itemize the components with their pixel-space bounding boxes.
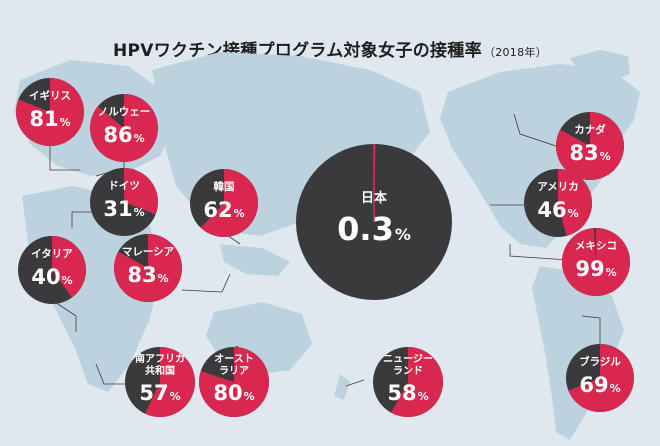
- pie-uk-value-label: 81%: [29, 107, 70, 131]
- pie-canada-value-label: 83%: [569, 141, 610, 165]
- continent-southeast-asia: [220, 244, 290, 276]
- pie-new-zealand-value-label: 58%: [387, 381, 428, 405]
- leader-line-mexico: [509, 244, 569, 261]
- leader-line-malaysia: [181, 273, 231, 293]
- continent-greenland: [570, 50, 630, 82]
- continent-north-america: [440, 64, 640, 248]
- pie-australia-vaccinated-slice: [198, 347, 269, 417]
- leader-line-germany: [71, 211, 96, 228]
- pie-usa-value-label: 46%: [537, 198, 578, 222]
- pie-south-africa-vaccinated-slice: [145, 347, 195, 417]
- pie-australia-value-label: 80%: [213, 381, 254, 405]
- pie-canada: カナダ 83%: [556, 111, 625, 180]
- pie-usa-name-label: アメリカ: [537, 181, 578, 193]
- pie-south-korea: 韓国 62%: [190, 169, 259, 237]
- leader-line-canada: [513, 113, 557, 147]
- pie-brazil-vaccinated-slice: [568, 344, 635, 412]
- pie-mexico-vaccinated-slice: [562, 227, 631, 296]
- pie-south-korea-vaccinated-slice: [200, 169, 259, 237]
- pie-canada-vaccinated-slice: [556, 111, 625, 180]
- pie-south-korea-name-label: 韓国: [214, 180, 235, 193]
- pie-brazil-value-label: 69%: [579, 373, 620, 397]
- pie-norway-value-label: 86%: [103, 123, 144, 147]
- pie-new-zealand-vaccinated-slice: [391, 347, 444, 417]
- pie-malaysia-vaccinated-slice: [114, 234, 183, 302]
- pie-brazil: ブラジル 69%: [566, 344, 635, 412]
- pie-mexico: メキシコ 99%: [562, 227, 631, 296]
- pie-japan-name-label: 日本: [361, 190, 387, 206]
- pie-norway-name-label: ノルウェー: [98, 106, 151, 118]
- pie-south-africa-name-label: 共和国: [145, 364, 175, 377]
- chart-subtitle: （2018年）: [483, 46, 548, 59]
- pie-germany-name-label: ドイツ: [108, 180, 140, 192]
- pie-germany-vaccinated-slice: [124, 168, 158, 215]
- pie-mexico-name-label: メキシコ: [575, 240, 617, 252]
- pie-norway-vaccinated-slice: [89, 94, 158, 163]
- pie-japan: 日本 0.3%: [296, 143, 452, 300]
- pie-south-africa-name-label: 南アフリカ: [135, 352, 185, 365]
- pie-japan-value-label: 0.3%: [337, 210, 411, 248]
- pie-germany-value-label: 31%: [103, 197, 144, 221]
- leader-line-new-zealand: [345, 379, 365, 387]
- pie-uk-vaccinated-slice: [16, 78, 85, 147]
- country-new-zealand-shape: [334, 374, 350, 400]
- pie-italy: イタリア 40%: [18, 236, 87, 304]
- pie-australia-name-label: オースト: [214, 353, 254, 365]
- pie-usa-vaccinated-slice: [558, 169, 592, 236]
- pie-italy-vaccinated-slice: [52, 236, 87, 298]
- pie-new-zealand-name-label: ランド: [393, 365, 423, 377]
- pie-uk-name-label: イギリス: [29, 89, 71, 102]
- pie-usa: アメリカ 46%: [524, 169, 592, 237]
- leader-line-brazil: [581, 315, 601, 344]
- pie-canada-name-label: カナダ: [574, 123, 606, 136]
- pie-germany: ドイツ 31%: [90, 168, 158, 236]
- pie-uk: イギリス 81%: [16, 78, 85, 147]
- pie-south-africa-value-label: 57%: [139, 381, 180, 405]
- pie-brazil-name-label: ブラジル: [579, 355, 621, 368]
- pie-south-korea-value-label: 62%: [203, 198, 244, 222]
- pie-australia-name-label: ラリア: [219, 365, 249, 377]
- pie-italy-value-label: 40%: [31, 265, 72, 289]
- pie-italy-name-label: イタリア: [31, 248, 73, 260]
- leader-line-south-africa: [95, 363, 132, 385]
- pie-malaysia-value-label: 83%: [127, 263, 168, 287]
- pie-mexico-value-label: 99%: [575, 257, 616, 281]
- pie-markers: イギリス 81% ノルウェー 86% ドイツ 31% 韓国 62% イタリア 40% マレーシア 83…: [16, 78, 635, 417]
- leader-line-italy: [51, 299, 77, 332]
- pie-malaysia-name-label: マレーシア: [122, 246, 175, 258]
- pie-norway: ノルウェー 86%: [89, 94, 158, 163]
- pie-new-zealand-name-label: ニュージー: [383, 353, 433, 365]
- pie-malaysia: マレーシア 83%: [114, 234, 183, 302]
